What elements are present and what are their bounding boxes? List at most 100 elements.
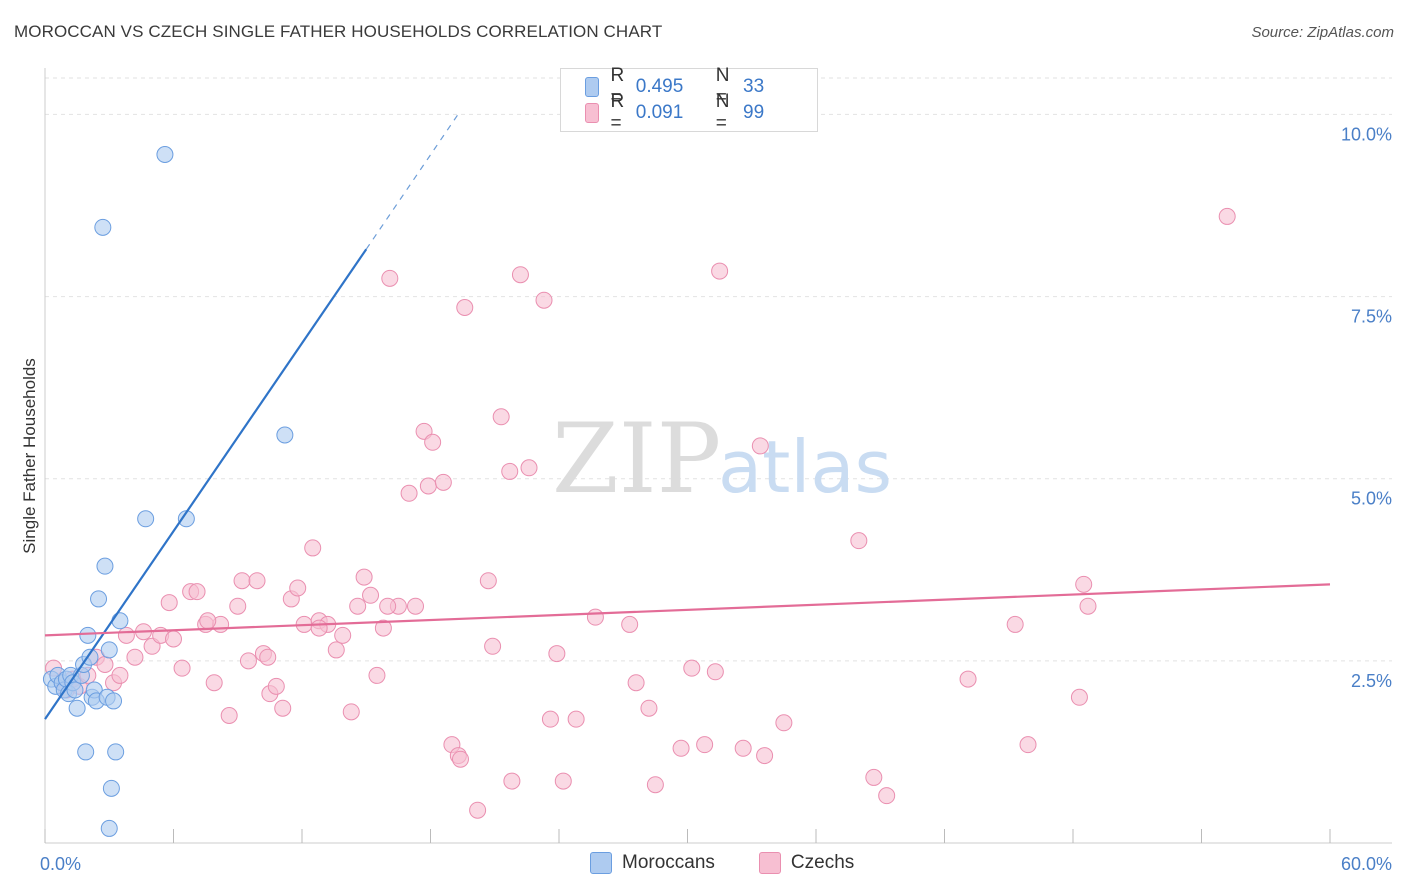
czechs-point <box>381 269 399 287</box>
czechs-point <box>469 801 487 819</box>
watermark-zip: ZIP <box>552 403 721 515</box>
gridlines <box>45 77 1392 662</box>
chart-title: MOROCCAN VS CZECH SINGLE FATHER HOUSEHOL… <box>14 22 663 41</box>
czechs-point <box>959 670 977 688</box>
y-tick-label: 2.5% <box>1351 671 1392 691</box>
czechs-point <box>379 597 397 615</box>
x-tick-label: 60.0% <box>1341 854 1392 874</box>
n-label: N = <box>715 65 730 108</box>
r-label: R = <box>610 91 625 134</box>
czechs-point <box>775 714 793 732</box>
moroccans-point <box>90 590 108 608</box>
czechs-point <box>683 659 701 677</box>
czechs-point <box>173 659 191 677</box>
czechs-swatch <box>585 103 599 123</box>
legend-label-czechs: Czechs <box>790 852 855 873</box>
czechs-point <box>1006 615 1024 633</box>
czechs-point <box>1218 207 1236 225</box>
czechs-point <box>503 772 521 790</box>
czechs-point <box>248 572 266 590</box>
czechs-point <box>640 699 658 717</box>
watermark-atlas: atlas <box>718 425 892 509</box>
czechs-legend-swatch <box>758 852 781 874</box>
czechs-point <box>160 594 178 612</box>
n-value: 33 <box>743 76 765 97</box>
y-tick-label: 10.0% <box>1341 124 1392 144</box>
y-tick-label: 7.5% <box>1351 307 1392 327</box>
czechs-trend-line <box>44 583 1331 637</box>
moroccans-point <box>77 743 95 761</box>
legend-label-moroccans: Moroccans <box>622 852 715 873</box>
czechs-point <box>220 707 238 724</box>
moroccans-trend-extension <box>365 110 461 250</box>
moroccans-point <box>66 681 84 699</box>
czechs-point <box>199 612 217 630</box>
czechs-point <box>548 645 566 663</box>
moroccans-point <box>81 648 99 666</box>
czechs-point <box>126 648 144 666</box>
moroccans-point <box>276 426 294 444</box>
czechs-point <box>696 736 714 754</box>
czechs-point <box>310 619 328 637</box>
n-value: 99 <box>743 102 765 123</box>
czechs-point <box>424 433 442 451</box>
czechs-point <box>205 674 223 692</box>
czechs-point <box>419 477 437 495</box>
czechs-point <box>451 750 469 768</box>
moroccans-point <box>137 510 155 528</box>
czechs-point <box>751 437 769 455</box>
moroccans-point <box>156 146 174 163</box>
czechs-point <box>627 674 645 692</box>
moroccans-point <box>100 641 118 659</box>
moroccans-point <box>79 626 97 644</box>
moroccans-trend-line <box>44 248 368 720</box>
moroccans-swatch <box>585 77 599 97</box>
czechs-point <box>706 663 724 681</box>
czechs-point <box>456 299 474 316</box>
czechs-point <box>400 484 418 502</box>
czechs-point <box>334 626 352 644</box>
czechs-point <box>289 579 307 597</box>
czechs-point <box>511 266 529 284</box>
stats-legend: R = 0.495 N = 33 R = 0.091 N = 99 <box>560 65 818 134</box>
czechs-point <box>865 768 883 786</box>
czechs-point <box>355 568 373 586</box>
czechs-point <box>1079 597 1097 615</box>
r-value: 0.091 <box>635 102 684 123</box>
czechs-point <box>1019 736 1037 754</box>
y-axis-label: Single Father Households <box>20 358 39 554</box>
czechs-point <box>711 262 729 280</box>
czechs-point <box>111 666 129 684</box>
czechs-point <box>233 572 251 590</box>
czechs-point <box>501 462 519 480</box>
moroccans-point <box>100 819 118 837</box>
czechs-point <box>1075 575 1093 593</box>
legend-item-moroccans[interactable]: Moroccans <box>590 852 715 874</box>
czechs-point <box>188 583 206 601</box>
moroccans-legend-swatch <box>590 852 612 874</box>
moroccans-point <box>102 779 120 797</box>
n-label: N = <box>715 91 730 134</box>
axes <box>44 68 1392 844</box>
trend-lines <box>44 110 1331 720</box>
czechs-point <box>349 597 367 615</box>
czechs-point <box>479 572 497 590</box>
czechs-point <box>484 637 502 655</box>
series-legend: Moroccans Czechs <box>590 852 898 874</box>
czechs-point <box>734 739 752 757</box>
czechs-point <box>327 641 345 659</box>
czechs-point <box>117 626 135 644</box>
watermark: ZIP atlas <box>552 403 892 515</box>
czechs-point <box>646 776 664 794</box>
legend-item-czechs[interactable]: Czechs <box>758 852 855 874</box>
stats-legend-row-czechs: R = 0.091 N = 99 <box>585 91 817 134</box>
czechs-point <box>267 677 285 695</box>
czechs-point <box>304 539 322 557</box>
czechs-point <box>165 630 182 648</box>
source-label: Source: ZipAtlas.com <box>1251 24 1394 41</box>
tick-labels: 2.5% 5.0% 7.5% 10.0% 0.0% 60.0% <box>40 124 1392 874</box>
czechs-point <box>368 666 386 684</box>
stats-legend-row-moroccans: R = 0.495 N = 33 <box>585 65 817 108</box>
moroccans-point <box>107 743 125 761</box>
